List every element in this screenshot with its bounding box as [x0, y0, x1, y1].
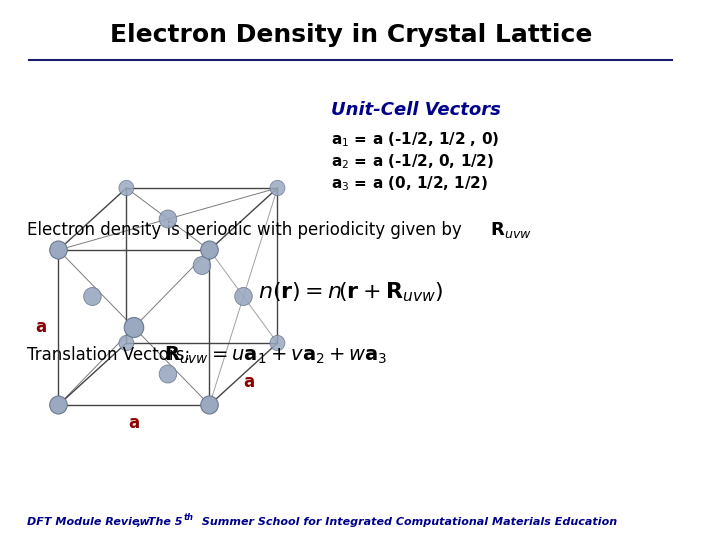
Text: $\mathbf{R}_{uvw}$: $\mathbf{R}_{uvw}$ — [490, 220, 532, 240]
Text: Unit-Cell Vectors: Unit-Cell Vectors — [331, 101, 501, 119]
Text: The 5: The 5 — [144, 517, 183, 527]
Circle shape — [270, 180, 285, 195]
Circle shape — [159, 365, 176, 383]
Text: th: th — [183, 512, 193, 522]
Circle shape — [235, 287, 252, 306]
Text: $\mathbf{a}_2$ = a (-1/2, 0, 1/2): $\mathbf{a}_2$ = a (-1/2, 0, 1/2) — [331, 153, 495, 171]
Circle shape — [201, 241, 218, 259]
Circle shape — [270, 335, 285, 350]
Circle shape — [119, 335, 134, 350]
Text: Electron Density in Crystal Lattice: Electron Density in Crystal Lattice — [109, 23, 592, 47]
Text: ,: , — [136, 517, 140, 527]
Text: Summer School for Integrated Computational Materials Education: Summer School for Integrated Computation… — [198, 517, 617, 527]
Circle shape — [201, 396, 218, 414]
Text: Translation Vectors:: Translation Vectors: — [27, 346, 196, 364]
Circle shape — [50, 241, 67, 259]
Text: $\mathbf{R}_{uvw} = u\mathbf{a}_1 + v\mathbf{a}_2 + w\mathbf{a}_3$: $\mathbf{R}_{uvw} = u\mathbf{a}_1 + v\ma… — [163, 345, 387, 366]
Circle shape — [50, 396, 67, 414]
Text: a: a — [35, 319, 47, 336]
Text: DFT Module Review: DFT Module Review — [27, 517, 150, 527]
Text: $n(\mathbf{r})=n\!\left(\mathbf{r}+\mathbf{R}_{uvw}\right)$: $n(\mathbf{r})=n\!\left(\mathbf{r}+\math… — [258, 280, 444, 304]
Circle shape — [125, 318, 144, 338]
Text: a: a — [243, 373, 254, 391]
Circle shape — [159, 210, 176, 228]
Circle shape — [119, 180, 134, 195]
Text: $\mathbf{a}_3$ = a (0, 1/2, 1/2): $\mathbf{a}_3$ = a (0, 1/2, 1/2) — [331, 174, 488, 193]
Circle shape — [84, 287, 102, 306]
Text: $\mathbf{a}_1$ = a (-1/2, 1/2 , 0): $\mathbf{a}_1$ = a (-1/2, 1/2 , 0) — [331, 131, 500, 150]
Text: a: a — [128, 414, 140, 432]
Circle shape — [193, 256, 211, 274]
Text: Electron density is periodic with periodicity given by: Electron density is periodic with period… — [27, 221, 467, 239]
